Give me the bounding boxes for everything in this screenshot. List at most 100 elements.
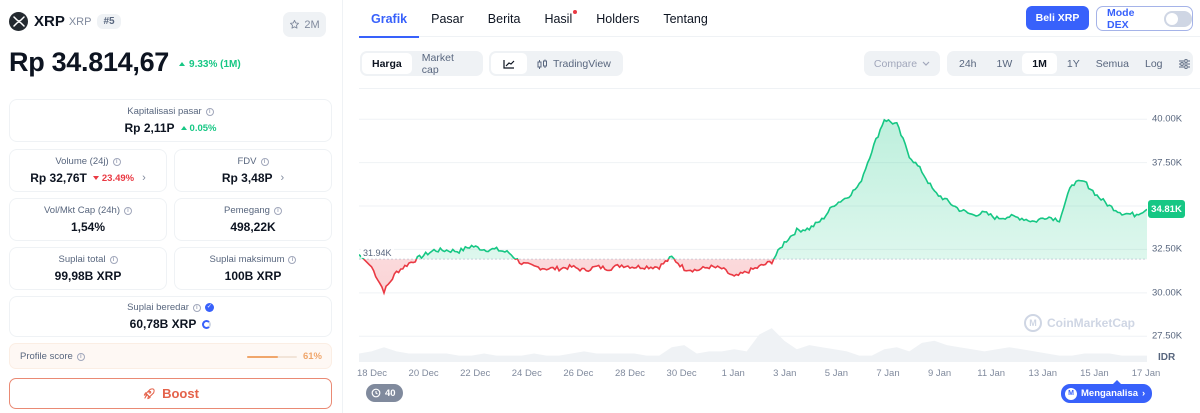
vol-mkt-cap-label: Vol/Mkt Cap (24h) — [43, 205, 121, 216]
info-icon[interactable]: i — [76, 352, 85, 361]
tab-pasar[interactable]: Pasar — [419, 0, 476, 37]
info-icon[interactable]: i — [124, 206, 133, 215]
volume-label: Volume (24j) — [55, 156, 109, 167]
info-icon[interactable]: i — [273, 206, 282, 215]
watchlist-button[interactable]: 2M — [283, 12, 326, 37]
dex-mode-label: Mode DEX — [1107, 6, 1135, 31]
market-cap-card: Kapitalisasi pasar i Rp 2,11P 0.05% — [9, 99, 332, 142]
tradingview-label: TradingView — [553, 57, 611, 70]
profile-score-bar — [247, 356, 297, 358]
tradingview-option[interactable]: TradingView — [527, 53, 621, 74]
line-chart-icon — [503, 59, 515, 69]
info-icon[interactable]: i — [288, 255, 297, 264]
log-scale-toggle[interactable]: Log — [1145, 57, 1163, 70]
info-icon[interactable]: i — [109, 255, 118, 264]
y-tick-label: 27.50K — [1152, 330, 1183, 342]
current-price-tag: 34.81K — [1148, 200, 1185, 219]
boost-button[interactable]: Boost — [9, 378, 332, 409]
volume-card[interactable]: Volume (24j) i Rp 32,76T 23.49% › — [9, 149, 167, 192]
price-row: Rp 34.814,67 9.33% (1M) — [9, 47, 241, 78]
history-badge[interactable]: 40 — [366, 384, 403, 402]
info-icon[interactable]: i — [112, 157, 121, 166]
sliders-icon — [1178, 58, 1190, 69]
x-tick-label: 5 Jan — [824, 368, 849, 379]
chart-type-toggle: Harga Market cap — [360, 51, 483, 76]
caret-up-icon — [179, 62, 186, 66]
tab-tentang[interactable]: Tentang — [651, 0, 719, 37]
range-1y[interactable]: 1Y — [1066, 57, 1080, 70]
fdv-card[interactable]: FDV i Rp 3,48P › — [174, 149, 332, 192]
x-tick-label: 28 Dec — [614, 368, 646, 379]
range-all[interactable]: Semua — [1095, 57, 1129, 70]
max-supply-label: Suplai maksimum — [209, 254, 285, 265]
holders-card: Pemegang i 498,22K — [174, 198, 332, 241]
tab-label: Berita — [487, 11, 521, 26]
chart-settings-button[interactable] — [1173, 53, 1196, 74]
coin-overview-panel: XRP XRP #5 2M Rp 34.814,67 9.33% (1M) Ka… — [0, 0, 343, 413]
total-supply-value: 99,98B XRP — [54, 269, 122, 283]
tab-label: Tentang — [663, 11, 708, 26]
coin-name: XRP — [34, 13, 65, 30]
dex-mode-toggle[interactable]: Mode DEX — [1096, 6, 1193, 31]
y-tick-label: 32.50K — [1152, 243, 1183, 255]
market-cap-label: Kapitalisasi pasar — [127, 106, 202, 117]
tab-label: Hasil — [544, 11, 573, 26]
toggle-switch[interactable] — [1163, 10, 1192, 27]
info-icon[interactable]: i — [192, 303, 201, 312]
vol-mkt-cap-value: 1,54% — [70, 220, 106, 234]
total-supply-card: Suplai total i 99,98B XRP — [9, 247, 167, 290]
range-24h[interactable]: 24h — [959, 57, 977, 70]
tab-grafik[interactable]: Grafik — [359, 0, 420, 38]
caret-down-icon — [92, 176, 99, 180]
verified-check-icon: ✓ — [204, 303, 214, 312]
range-1m[interactable]: 1M — [1022, 53, 1057, 74]
fdv-value: Rp 3,48P — [221, 171, 273, 185]
profile-score-value: 61% — [302, 351, 322, 362]
chart-view-toggle: TradingView — [489, 51, 623, 76]
profile-score-label: Profile score — [20, 351, 73, 362]
price-change-value: 9.33% (1M) — [189, 58, 241, 70]
chevron-right-icon: › — [1142, 388, 1146, 399]
x-tick-label: 17 Jan — [1131, 368, 1161, 379]
total-supply-label: Suplai total — [58, 254, 106, 265]
harga-option[interactable]: Harga — [362, 53, 412, 74]
buy-xrp-button[interactable]: Beli XRP — [1026, 6, 1089, 30]
caret-up-icon — [180, 126, 187, 130]
market-cap-option[interactable]: Market cap — [421, 51, 454, 76]
content-tabs: Grafik Pasar Berita Hasil Holders Tentan… — [359, 0, 1200, 38]
line-chart-option[interactable] — [491, 53, 527, 74]
holders-value: 498,22K — [230, 220, 276, 234]
tab-hasil[interactable]: Hasil — [532, 0, 584, 37]
supply-ring-icon — [202, 319, 212, 329]
fdv-label: FDV — [237, 156, 257, 167]
profile-score[interactable]: Profile score i 61% — [9, 343, 332, 369]
coin-header: XRP XRP #5 — [9, 12, 121, 31]
range-1w[interactable]: 1W — [996, 57, 1013, 70]
price-chart[interactable] — [359, 88, 1147, 364]
y-tick-label: 37.50K — [1152, 157, 1183, 169]
chevron-right-icon: › — [280, 172, 285, 184]
x-tick-label: 1 Jan — [721, 368, 745, 379]
info-icon[interactable]: i — [205, 107, 214, 116]
chevron-right-icon: › — [142, 172, 146, 184]
divider — [359, 88, 1200, 89]
tab-berita[interactable]: Berita — [476, 0, 533, 37]
info-icon[interactable]: i — [260, 157, 269, 166]
circulating-supply-label: Suplai beredar — [127, 302, 189, 313]
compare-dropdown[interactable]: Compare — [864, 51, 940, 76]
coin-symbol: XRP — [68, 15, 92, 28]
analyze-button[interactable]: M Menganalisa › — [1061, 380, 1153, 403]
tab-holders[interactable]: Holders — [584, 0, 651, 37]
circulating-supply-value: 60,78B XRP — [129, 317, 197, 331]
max-supply-value: 100B XRP — [224, 269, 282, 283]
market-cap-change: 0.05% — [180, 122, 217, 134]
ai-analyze-icon: M — [1065, 387, 1077, 400]
compare-label: Compare — [873, 57, 918, 70]
volume-change: 23.49% — [92, 173, 134, 184]
boost-label: Boost — [162, 386, 199, 401]
x-tick-label: 9 Jan — [927, 368, 952, 379]
market-cap-change-value: 0.05% — [189, 122, 217, 134]
chevron-down-icon — [922, 61, 930, 66]
rank-badge: #5 — [97, 14, 121, 29]
x-tick-label: 24 Dec — [511, 368, 542, 379]
